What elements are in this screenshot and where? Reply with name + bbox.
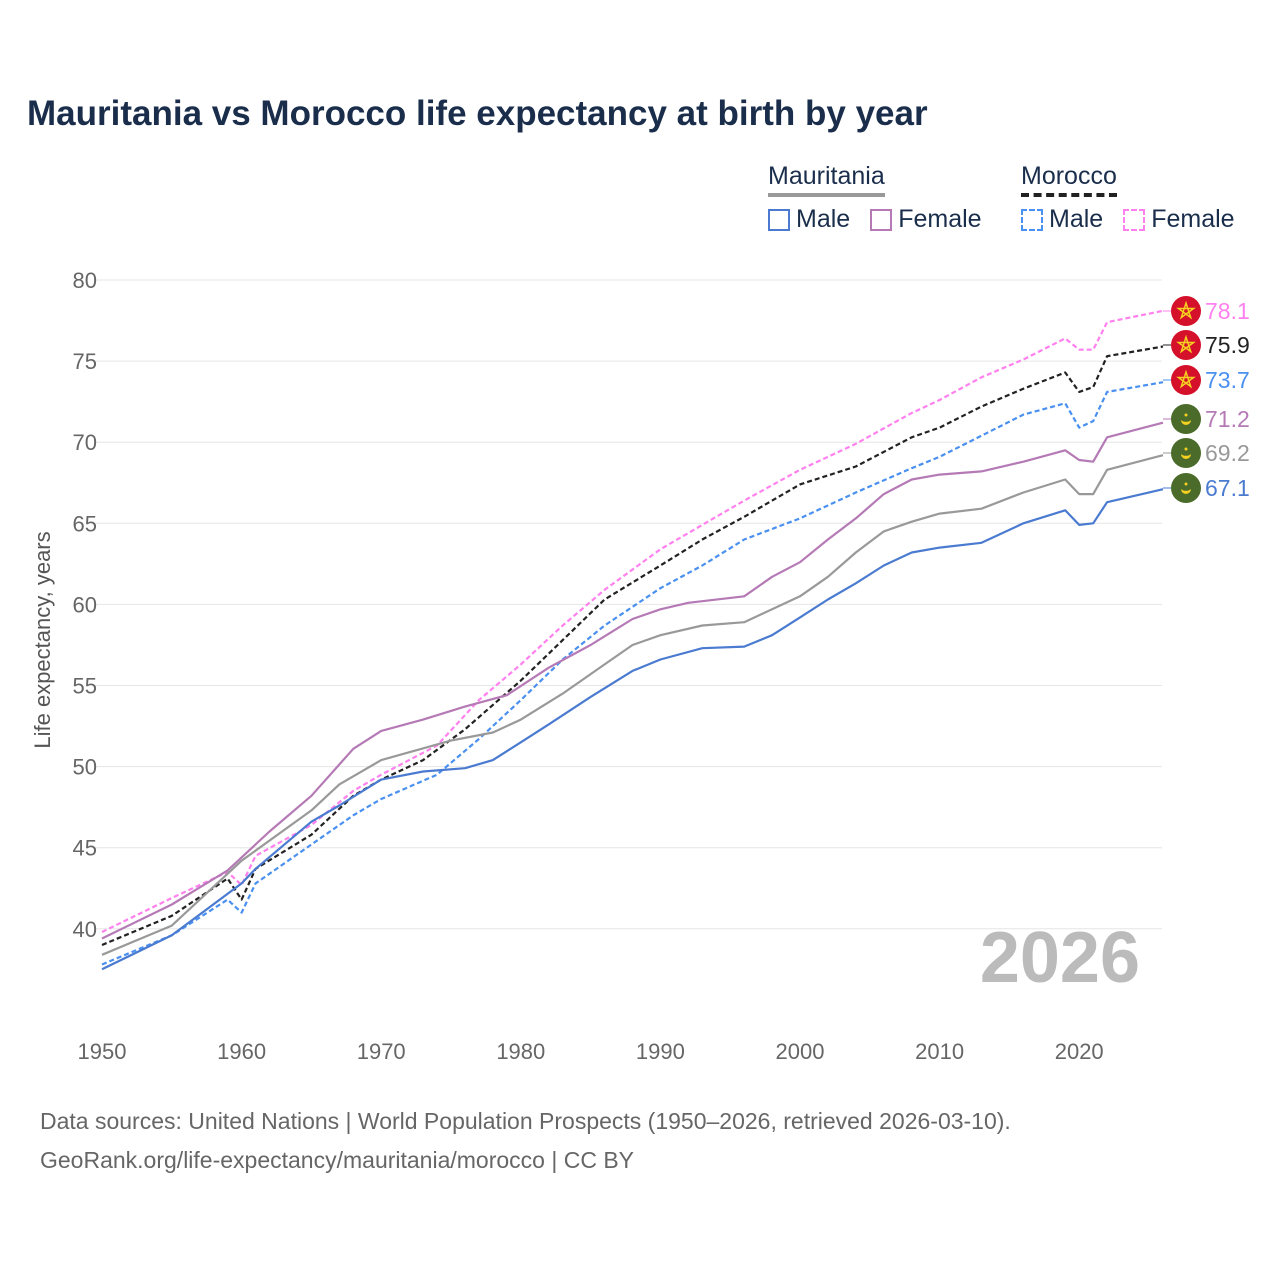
legend-item-mauritania-female: Female (870, 205, 982, 234)
legend-country-mauritania: Mauritania (768, 162, 885, 197)
y-tick-label: 80 (73, 268, 97, 293)
x-tick-label: 2020 (1055, 1039, 1104, 1064)
end-value-label: 71.2 (1205, 406, 1250, 432)
end-value-label: 78.1 (1205, 298, 1250, 324)
legend-label: Male (1049, 205, 1104, 233)
series-line-mauritania-male (101, 488, 1164, 971)
end-label-morocco: 75.9 (1163, 330, 1250, 360)
legend-country-morocco: Morocco (1021, 162, 1117, 197)
x-tick-label: 1970 (357, 1039, 406, 1064)
end-value-label: 67.1 (1205, 475, 1250, 501)
legend-item-mauritania-male: Male (768, 205, 850, 234)
crescent-icon (1181, 420, 1191, 425)
star-icon (1176, 300, 1196, 320)
series-line-morocco-female (101, 309, 1164, 933)
mauritania-flag-icon (1171, 404, 1201, 434)
x-tick-label: 1980 (496, 1039, 545, 1064)
morocco-flag-icon (1171, 330, 1201, 360)
y-tick-label: 75 (73, 349, 97, 374)
series-line-mauritania-female (101, 421, 1164, 940)
legend-swatch (768, 208, 790, 231)
legend-swatch (1021, 208, 1043, 231)
star-icon (1184, 447, 1188, 451)
legend-mauritania: Mauritania Male Female (768, 162, 996, 234)
x-tick-label: 1960 (217, 1039, 266, 1064)
year-watermark: 2026 (980, 918, 1140, 998)
star-icon (1184, 413, 1188, 417)
legend-swatch (870, 208, 893, 231)
crescent-icon (1181, 454, 1191, 459)
gridlines (95, 279, 1162, 930)
morocco-flag-icon (1171, 365, 1201, 395)
end-value-label: 75.9 (1205, 332, 1250, 358)
y-tick-label: 70 (73, 430, 97, 455)
series-line-morocco (101, 345, 1164, 947)
morocco-flag-icon (1171, 296, 1201, 326)
legend-item-morocco-male: Male (1021, 205, 1103, 234)
series-line-mauritania (101, 454, 1164, 956)
end-label-mauritania: 69.2 (1163, 438, 1250, 468)
legend-label: Female (1151, 205, 1235, 233)
x-tick-label: 2010 (915, 1039, 964, 1064)
series-line-morocco-male (101, 381, 1164, 966)
end-value-label: 69.2 (1205, 440, 1250, 466)
end-label-mauritania-male: 67.1 (1163, 473, 1250, 503)
footer-sources: Data sources: United Nations | World Pop… (40, 1108, 1011, 1134)
y-tick-labels: 40 45 50 55 60 65 70 75 80 (73, 268, 97, 942)
legend-label: Female (898, 205, 982, 233)
end-label-morocco-female: 78.1 (1163, 296, 1250, 326)
y-tick-label: 65 (73, 511, 97, 536)
star-icon (1176, 369, 1196, 389)
legend-morocco: Morocco Male Female (1021, 162, 1249, 234)
crescent-icon (1181, 489, 1191, 494)
end-label-morocco-male: 73.7 (1163, 365, 1250, 395)
end-label-mauritania-female: 71.2 (1163, 404, 1250, 434)
legend-item-morocco-female: Female (1123, 205, 1235, 234)
chart-title: Mauritania vs Morocco life expectancy at… (27, 94, 928, 133)
y-tick-label: 60 (73, 592, 97, 617)
legend-swatch (1123, 208, 1146, 231)
y-axis-label: Life expectancy, years (30, 531, 55, 748)
legend-label: Male (796, 205, 851, 233)
star-icon (1176, 334, 1196, 354)
end-value-label: 73.7 (1205, 367, 1250, 393)
x-tick-labels: 1950 1960 1970 1980 1990 2000 2010 2020 (78, 1039, 1104, 1064)
x-tick-label: 2000 (776, 1039, 825, 1064)
y-tick-label: 40 (73, 917, 97, 942)
y-tick-label: 45 (73, 836, 97, 861)
footer-url: GeoRank.org/life-expectancy/mauritania/m… (40, 1147, 635, 1173)
mauritania-flag-icon (1171, 473, 1201, 503)
series-lines (101, 309, 1164, 971)
end-labels: 78.1 75.9 73.7 71.2 69.2 67.1 (1163, 296, 1250, 503)
star-icon (1184, 482, 1188, 486)
x-tick-label: 1950 (78, 1039, 127, 1064)
y-tick-label: 55 (73, 674, 97, 699)
x-tick-label: 1990 (636, 1039, 685, 1064)
mauritania-flag-icon (1171, 438, 1201, 468)
y-tick-label: 50 (73, 755, 97, 780)
